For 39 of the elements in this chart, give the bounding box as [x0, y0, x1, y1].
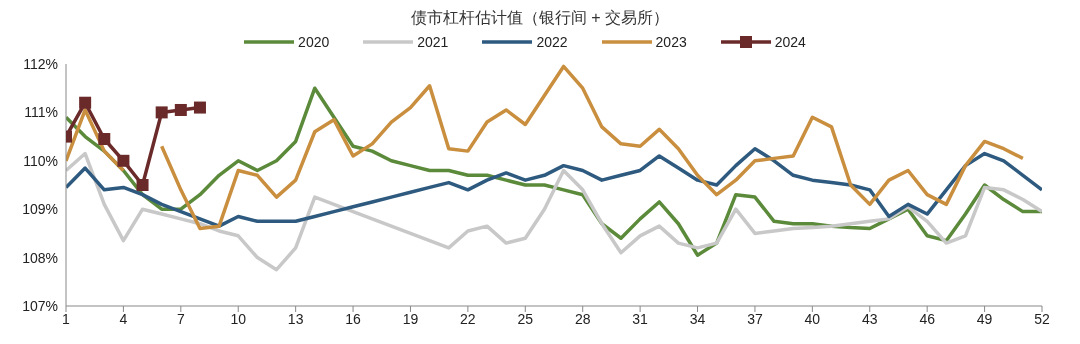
x-tick-label: 16 [345, 310, 362, 327]
y-tick-label: 111% [24, 104, 58, 121]
point [155, 106, 168, 119]
y-tick-label: 109% [22, 201, 58, 218]
chart-title: 债市杠杆估计值（银行间 + 交易所） [409, 8, 671, 28]
x-tick-label: 52 [1034, 310, 1050, 327]
line-series [66, 146, 1042, 228]
x-tick-label: 49 [976, 310, 993, 327]
x-tick-label: 1 [62, 310, 71, 327]
point [98, 133, 111, 146]
x-tick-label: 19 [402, 310, 419, 327]
legend-label: 2023 [655, 34, 687, 50]
x-tick-label: 37 [747, 310, 763, 327]
legend-label: 2024 [774, 34, 806, 50]
point [174, 103, 187, 116]
y-tick-label: 108% [22, 249, 58, 266]
x-tick-label: 4 [119, 310, 128, 327]
x-tick-label: 31 [632, 310, 649, 327]
x-tick-label: 22 [460, 310, 476, 327]
x-tick-label: 46 [919, 310, 936, 327]
y-tick-label: 107% [22, 297, 58, 314]
x-tick-label: 10 [230, 310, 247, 327]
x-tick-label: 7 [176, 310, 185, 327]
y-tick-label: 110% [23, 152, 58, 169]
y-tick-label: 112% [23, 55, 58, 72]
legend-label: 2020 [298, 34, 330, 50]
point [79, 96, 92, 109]
point [117, 154, 130, 167]
x-tick-label: 40 [804, 310, 821, 327]
x-tick-label: 28 [574, 310, 591, 327]
line-series [66, 151, 1042, 272]
legend-label: 2021 [417, 34, 449, 50]
point [193, 101, 206, 114]
legend-label: 2022 [536, 34, 568, 50]
point [136, 179, 149, 191]
x-tick-label: 43 [861, 310, 878, 327]
x-tick-label: 25 [517, 310, 534, 327]
x-tick-label: 13 [287, 310, 304, 327]
x-tick-label: 34 [689, 310, 706, 327]
